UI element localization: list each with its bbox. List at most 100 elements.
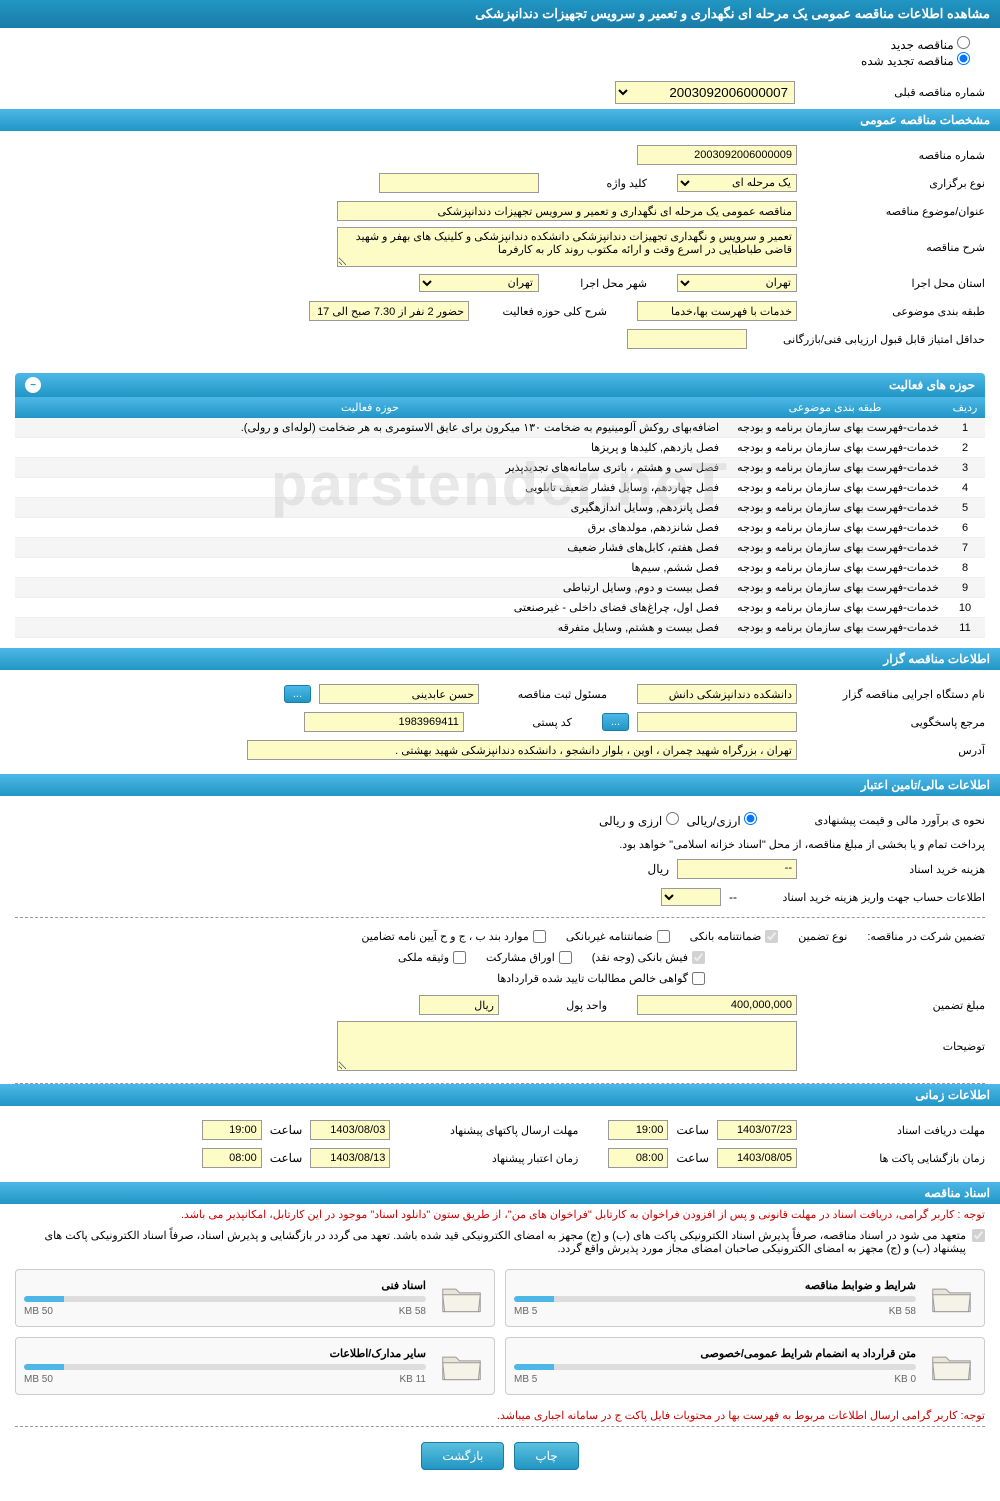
send-date[interactable]: [310, 1120, 390, 1140]
doc-used: 58 KB: [889, 1306, 916, 1317]
resp-input[interactable]: [319, 684, 479, 704]
ref-label: مرجع پاسخگویی: [805, 716, 985, 729]
type-select[interactable]: یک مرحله ای: [677, 174, 797, 192]
section-fin: اطلاعات مالی/تامین اعتبار: [0, 774, 1000, 796]
doc-used: 11 KB: [399, 1374, 426, 1385]
recv-date[interactable]: [717, 1120, 797, 1140]
collapse-icon[interactable]: −: [25, 377, 41, 393]
resp-label: مسئول ثبت مناقصه: [487, 688, 607, 701]
province-select[interactable]: تهران: [677, 274, 797, 292]
doc-title: سایر مدارک/اطلاعات: [24, 1347, 426, 1360]
doc-card[interactable]: اسناد فنی 58 KB 50 MB: [15, 1269, 495, 1327]
open-label: زمان بازگشایی پاکت ها: [805, 1152, 985, 1165]
gunit-input[interactable]: [419, 995, 499, 1015]
folder-icon: [926, 1346, 976, 1386]
recv-label: مهلت دریافت اسناد: [805, 1124, 985, 1137]
table-row: 2خدمات-فهرست بهای سازمان برنامه و بودجهف…: [15, 438, 985, 458]
table-row: 5خدمات-فهرست بهای سازمان برنامه و بودجهف…: [15, 498, 985, 518]
cost-unit: ریال: [647, 862, 669, 876]
address-input[interactable]: [247, 740, 797, 760]
doc-card[interactable]: شرایط و ضوابط مناقصه 58 KB5 MB: [505, 1269, 985, 1327]
radio-new[interactable]: مناقصه جدید: [891, 38, 970, 52]
city-select[interactable]: تهران: [419, 274, 539, 292]
recv-time[interactable]: [608, 1120, 668, 1140]
commit-checkbox[interactable]: [972, 1229, 985, 1242]
ref-input[interactable]: [637, 712, 797, 732]
exec-label: نام دستگاه اجرایی مناقصه گزار: [805, 688, 985, 701]
folder-icon: [436, 1278, 486, 1318]
doc-card[interactable]: متن قرارداد به انضمام شرایط عمومی/خصوصی …: [505, 1337, 985, 1395]
prev-num-select[interactable]: 2003092006000007: [615, 81, 795, 104]
section-docs: اسناد مناقصه: [0, 1182, 1000, 1204]
table-row: 10خدمات-فهرست بهای سازمان برنامه و بودجه…: [15, 598, 985, 618]
doc-card[interactable]: سایر مدارک/اطلاعات 11 KB50 MB: [15, 1337, 495, 1395]
postal-label: کد پستی: [472, 716, 572, 729]
g-nonbank[interactable]: ضمانتنامه غیربانکی: [566, 930, 670, 943]
title-label: عنوان/موضوع مناقصه: [805, 205, 985, 218]
table-row: 1خدمات-فهرست بهای سازمان برنامه و بودجها…: [15, 418, 985, 438]
desc-input[interactable]: تعمیر و سرویس و نگهداری تجهیزات دندانپزش…: [337, 227, 797, 267]
open-date[interactable]: [717, 1148, 797, 1168]
doc-total: 50 MB: [24, 1306, 53, 1317]
table-row: 7خدمات-فهرست بهای سازمان برنامه و بودجهف…: [15, 538, 985, 558]
g-cert[interactable]: گواهی خالص مطالبات تایید شده قراردادها: [497, 972, 705, 985]
g-bank[interactable]: ضمانتنامه بانکی: [690, 930, 779, 943]
doc-total: 5 MB: [514, 1306, 537, 1317]
g-stock[interactable]: اوراق مشارکت: [486, 951, 572, 964]
account-value: --: [729, 890, 737, 904]
radio-renew[interactable]: مناقصه تجدید شده: [861, 54, 970, 68]
back-button[interactable]: بازگشت: [421, 1442, 504, 1470]
gtype-label: نوع تضمین: [798, 930, 847, 943]
more-button[interactable]: ...: [284, 685, 311, 703]
exec-input[interactable]: [637, 684, 797, 704]
title-input[interactable]: [337, 201, 797, 221]
valid-date[interactable]: [310, 1148, 390, 1168]
doc-bar: [24, 1364, 426, 1370]
keyword-input[interactable]: [379, 173, 539, 193]
city-label: شهر محل اجرا: [547, 277, 647, 290]
send-time[interactable]: [202, 1120, 262, 1140]
g-items[interactable]: موارد بند ب ، ج و ح آیین نامه تضامین: [361, 930, 545, 943]
g-prop[interactable]: وثیقه ملکی: [398, 951, 466, 964]
actdesc-input[interactable]: [309, 301, 469, 321]
radio-curr[interactable]: ارزی و ریالی: [599, 812, 679, 828]
guarantee-label: تضمین شرکت در مناقصه:: [867, 930, 985, 943]
postal-input[interactable]: [304, 712, 464, 732]
address-label: آدرس: [805, 744, 985, 757]
doc-title: اسناد فنی: [24, 1279, 426, 1292]
prev-num-label: شماره مناقصه قبلی: [805, 86, 985, 99]
desc-label: شرح مناقصه: [805, 241, 985, 254]
notes-input[interactable]: [337, 1021, 797, 1071]
doc-bar: [514, 1296, 916, 1302]
docs-note2: متعهد می شود در اسناد مناقصه، صرفاً پذیر…: [15, 1229, 966, 1255]
section-time: اطلاعات زمانی: [0, 1084, 1000, 1106]
valid-time[interactable]: [202, 1148, 262, 1168]
gunit-label: واحد پول: [507, 999, 607, 1012]
radio-rial[interactable]: ارزی/ریالی: [687, 812, 757, 828]
print-button[interactable]: چاپ: [514, 1442, 578, 1470]
gamount-input[interactable]: [637, 995, 797, 1015]
type-label: نوع برگزاری: [805, 177, 985, 190]
docs-note3: توجه: کاربر گرامی ارسال اطلاعات مربوط به…: [0, 1405, 1000, 1426]
send-label: مهلت ارسال پاکتهای پیشنهاد: [398, 1124, 578, 1137]
table-row: 3خدمات-فهرست بهای سازمان برنامه و بودجهف…: [15, 458, 985, 478]
account-select[interactable]: [661, 888, 721, 906]
doc-bar: [24, 1296, 426, 1302]
doc-used: 58 KB: [399, 1306, 426, 1317]
folder-icon: [926, 1278, 976, 1318]
docs-note1: توجه : کاربر گرامی، دریافت اسناد در مهلت…: [0, 1204, 1000, 1225]
doc-total: 5 MB: [514, 1374, 537, 1385]
table-row: 9خدمات-فهرست بهای سازمان برنامه و بودجهف…: [15, 578, 985, 598]
g-cash[interactable]: فیش بانکی (وجه نقد): [592, 951, 705, 964]
ref-more-button[interactable]: ...: [602, 713, 629, 731]
category-input[interactable]: [637, 301, 797, 321]
open-time[interactable]: [608, 1148, 668, 1168]
col-cat: طبقه بندی موضوعی: [725, 397, 945, 418]
num-input[interactable]: [637, 145, 797, 165]
cost-value: --: [677, 859, 797, 879]
minscore-input[interactable]: [627, 329, 747, 349]
col-field: حوزه فعالیت: [15, 397, 725, 418]
table-row: 4خدمات-فهرست بهای سازمان برنامه و بودجهف…: [15, 478, 985, 498]
province-label: استان محل اجرا: [805, 277, 985, 290]
doc-title: متن قرارداد به انضمام شرایط عمومی/خصوصی: [514, 1347, 916, 1360]
